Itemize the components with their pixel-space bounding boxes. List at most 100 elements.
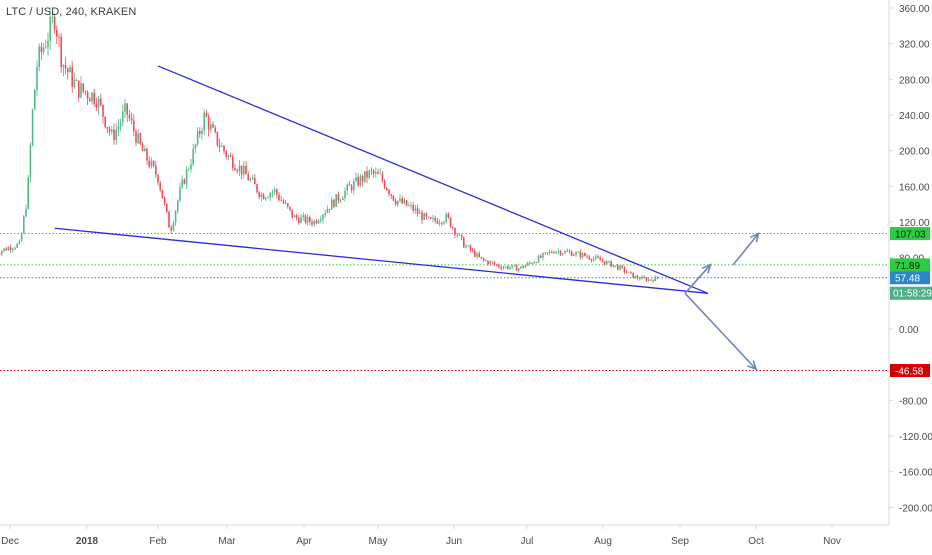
candle-body (454, 228, 456, 235)
candle-body (118, 126, 120, 130)
candle-body (379, 174, 381, 175)
candle-body (263, 194, 265, 199)
candle-body (69, 67, 71, 72)
candle-body (250, 179, 252, 180)
candle-body (441, 223, 443, 224)
candle-body (168, 212, 170, 228)
candle-body (203, 113, 205, 131)
candle-body (87, 92, 89, 98)
candle-body (538, 256, 540, 263)
candle-body (148, 161, 150, 167)
candle-body (289, 207, 291, 210)
candle-body (54, 17, 56, 30)
x-tick-label: Oct (748, 536, 764, 547)
candle-body (267, 197, 269, 198)
candle-body (221, 146, 223, 147)
candle-body (45, 47, 47, 48)
candle-body (439, 223, 441, 224)
candle-body (366, 171, 368, 178)
projection-arrow[interactable] (685, 293, 756, 369)
candle-body (536, 262, 538, 263)
candle-body (584, 253, 586, 256)
candle-body (533, 262, 535, 263)
candle-body (129, 115, 131, 118)
trendline-lower[interactable] (55, 228, 708, 293)
trendline-upper[interactable] (158, 66, 708, 293)
candle-body (529, 263, 531, 264)
candle-body (346, 184, 348, 191)
candle-body (553, 253, 555, 254)
candle-body (294, 216, 296, 218)
candle-body (593, 258, 595, 260)
candle-body (316, 221, 318, 223)
candle-body (157, 175, 159, 183)
candle-body (98, 99, 100, 108)
candle-body (373, 171, 375, 174)
candle-body (555, 252, 557, 253)
candle-body (300, 217, 302, 223)
x-tick-label: May (369, 536, 388, 547)
candle-body (14, 248, 16, 249)
candle-body (604, 261, 606, 264)
candle-body (628, 272, 630, 273)
candle-body (624, 267, 626, 272)
candle-body (511, 265, 513, 267)
x-tick-label: 2018 (76, 536, 99, 547)
candle-body (322, 215, 324, 220)
candle-body (613, 265, 615, 266)
candle-body (410, 205, 412, 206)
candle-body (223, 146, 225, 151)
candle-body (313, 221, 315, 225)
candle-body (353, 181, 355, 190)
candle-body (331, 200, 333, 210)
candle-body (608, 261, 610, 262)
candle-body (388, 190, 390, 194)
candle-body (542, 253, 544, 257)
candle-body (166, 204, 168, 212)
candle-body (197, 131, 199, 144)
candle-body (397, 201, 399, 204)
projection-arrow[interactable] (733, 234, 758, 265)
candle-body (280, 200, 282, 201)
candle-body (21, 233, 23, 241)
candle-body (63, 65, 65, 67)
candle-body (632, 273, 634, 278)
candle-body (140, 133, 142, 144)
candle-body (434, 218, 436, 221)
candle-body (443, 222, 445, 224)
candle-body (333, 200, 335, 207)
candle-body (236, 170, 238, 171)
candle-body (311, 222, 313, 225)
candle-body (360, 176, 362, 185)
y-tick-label: -80.00 (899, 396, 928, 407)
candle-body (472, 250, 474, 251)
candle-body (186, 169, 188, 184)
y-tick-label: 160.00 (899, 182, 930, 193)
candle-body (272, 192, 274, 193)
candle-body (320, 220, 322, 221)
candle-body (588, 257, 590, 259)
candle-body (412, 205, 414, 211)
candle-body (16, 244, 18, 248)
candle-body (465, 246, 467, 248)
x-tick-label: Jun (446, 536, 462, 547)
candle-body (558, 251, 560, 252)
candle-body (58, 37, 60, 38)
candle-body (461, 235, 463, 238)
candle-body (423, 213, 425, 220)
candle-body (349, 184, 351, 185)
candle-body (137, 133, 139, 143)
candle-body (487, 261, 489, 264)
candle-body (551, 252, 553, 253)
candle-body (597, 256, 599, 257)
candle-body (421, 212, 423, 220)
candle-body (113, 130, 115, 140)
level-label: -46.58 (895, 367, 924, 378)
candle-body (382, 174, 384, 181)
y-tick-label: 320.00 (899, 40, 930, 51)
candle-body (41, 47, 43, 52)
candle-body (547, 253, 549, 254)
candle-body (43, 48, 45, 52)
